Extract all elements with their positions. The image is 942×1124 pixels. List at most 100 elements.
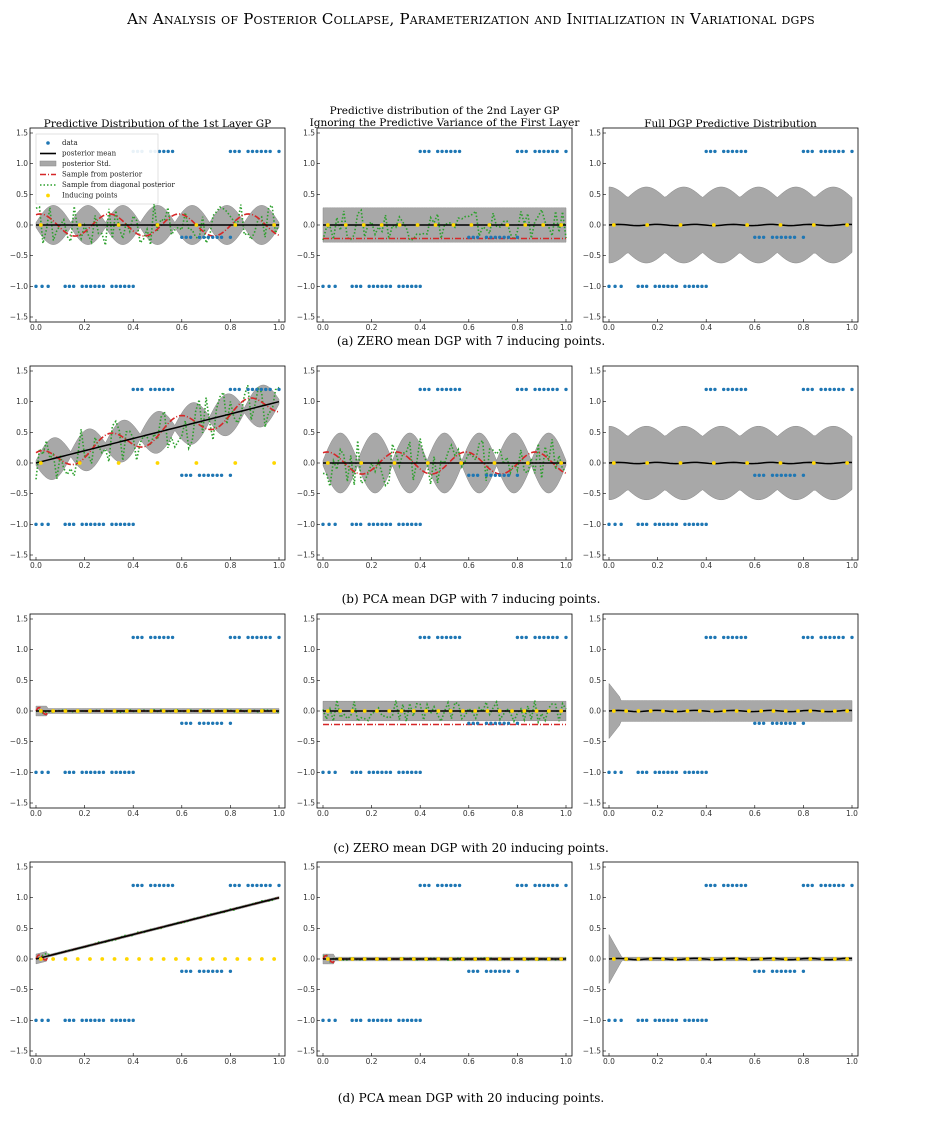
data-point	[197, 235, 202, 239]
data-point	[162, 883, 166, 888]
data-point	[636, 770, 640, 775]
data-point	[401, 284, 405, 289]
data-point	[180, 721, 184, 725]
y-tick-label: −1.0	[583, 520, 601, 529]
x-tick-label: 0.2	[652, 561, 664, 570]
inducing-point	[796, 957, 800, 961]
data-point	[166, 149, 170, 154]
inducing-point	[194, 461, 199, 465]
data-point	[837, 635, 841, 640]
x-tick-label: 0.2	[79, 323, 91, 332]
y-tick-label: −1.5	[10, 551, 28, 560]
x-tick-label: 0.0	[317, 561, 329, 570]
y-tick-label: 0.0	[303, 955, 315, 964]
inducing-point	[808, 709, 813, 713]
data-point	[770, 473, 775, 477]
data-point	[88, 284, 93, 289]
inducing-point	[685, 957, 690, 961]
inducing-point	[710, 957, 714, 961]
inducing-point	[387, 709, 392, 713]
posterior-mean	[35, 896, 280, 960]
data-point	[533, 387, 537, 392]
data-point	[770, 235, 775, 239]
y-tick-label: 0.5	[303, 428, 315, 437]
x-tick-label: 0.0	[317, 323, 329, 332]
data-point	[380, 1018, 384, 1023]
inducing-point	[399, 957, 404, 961]
data-point	[418, 522, 422, 527]
data-point	[484, 721, 489, 725]
data-point	[84, 770, 89, 775]
data-point	[215, 473, 219, 477]
data-point	[721, 149, 726, 154]
inducing-point	[522, 957, 527, 961]
inducing-point	[436, 709, 441, 713]
y-tick-label: −0.5	[10, 489, 28, 498]
data-point	[327, 522, 331, 527]
data-point	[255, 387, 259, 392]
data-point	[700, 770, 704, 775]
posterior-mean	[608, 461, 853, 465]
data-point	[122, 522, 127, 527]
x-tick-label: 1.0	[273, 323, 285, 332]
data-point	[683, 1018, 687, 1023]
data-point	[674, 1018, 679, 1023]
y-tick-label: −1.5	[583, 551, 601, 560]
data-point	[726, 149, 730, 154]
data-point	[166, 635, 170, 640]
data-point	[788, 969, 792, 973]
inducing-point	[734, 957, 739, 961]
data-point	[211, 969, 215, 973]
inducing-point	[338, 709, 343, 713]
data-point	[801, 635, 806, 640]
inducing-point	[149, 957, 154, 961]
data-point	[515, 235, 520, 239]
x-tick-label: 1.0	[846, 1057, 858, 1066]
x-tick-label: 0.0	[30, 323, 42, 332]
data-point	[409, 284, 414, 289]
inducing-point	[247, 709, 252, 713]
data-point	[233, 387, 237, 392]
data-point	[422, 635, 427, 640]
data-point	[188, 969, 193, 973]
data-point	[80, 284, 84, 289]
data-point	[268, 883, 272, 888]
data-point	[422, 149, 427, 154]
data-point	[810, 883, 814, 888]
data-point	[695, 1018, 700, 1023]
posterior-mean	[35, 400, 280, 464]
data-point	[730, 883, 735, 888]
data-point	[71, 770, 76, 775]
data-point	[670, 1018, 674, 1023]
y-tick-label: 1.0	[589, 893, 601, 902]
x-tick-label: 0.4	[700, 323, 712, 332]
x-tick-label: 0.6	[749, 809, 761, 818]
inducing-point	[845, 461, 850, 465]
data-point	[97, 284, 101, 289]
inducing-point	[559, 461, 564, 465]
data-point	[197, 969, 202, 973]
y-tick-label: −0.5	[10, 251, 28, 260]
data-point	[170, 635, 175, 640]
data-point	[489, 969, 493, 973]
x-tick-label: 0.6	[176, 323, 188, 332]
legend-entry: data	[62, 139, 78, 147]
data-point	[268, 635, 272, 640]
data-point	[721, 387, 726, 392]
y-tick-label: 1.5	[303, 615, 315, 624]
x-tick-label: 0.2	[652, 323, 664, 332]
inducing-point	[461, 709, 465, 713]
inducing-point	[112, 709, 117, 713]
data-point	[828, 149, 832, 154]
plot-frame	[29, 861, 286, 1057]
data-point	[188, 235, 193, 239]
data-point	[170, 883, 175, 888]
inducing-point	[325, 223, 330, 227]
data-point	[607, 770, 611, 775]
panel-(c)-3: 0.0 0.2 0.4 0.6 0.8 1.0 −1.5 −1.0 −0.5 0.0 0.5 1.0 1…	[583, 613, 859, 818]
data-point	[515, 969, 520, 973]
inducing-point	[392, 461, 397, 465]
data-point	[850, 883, 854, 888]
data-point	[841, 883, 845, 888]
legend-entry: Sample from posterior	[62, 171, 143, 179]
